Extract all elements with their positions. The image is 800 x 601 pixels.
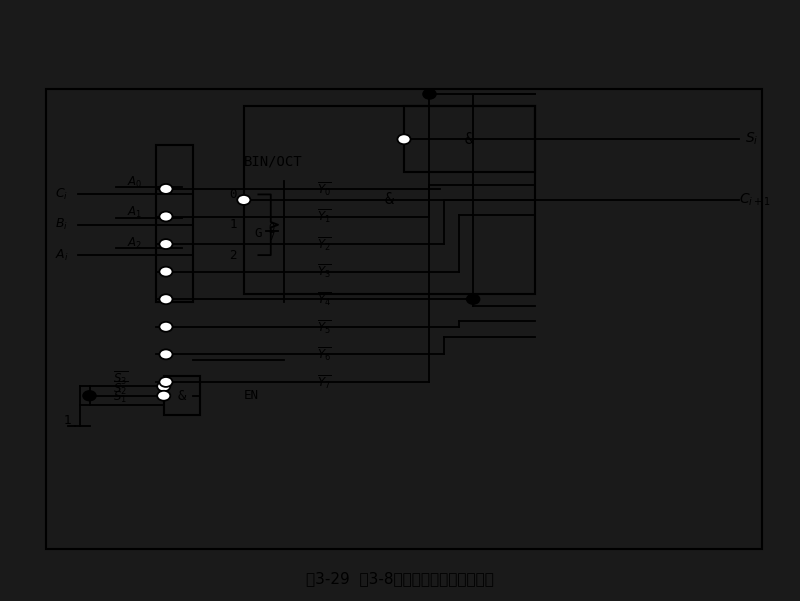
Text: BIN/OCT: BIN/OCT	[244, 154, 302, 168]
Text: $A_0$: $A_0$	[127, 175, 142, 190]
Text: $\overline{Y_5}$: $\overline{Y_5}$	[317, 318, 331, 335]
Text: $\overline{S_2}$: $\overline{S_2}$	[113, 379, 128, 397]
Text: G: G	[254, 227, 262, 240]
Circle shape	[398, 135, 410, 144]
Text: 图3-29  由3-8译码器构成的一位全加器: 图3-29 由3-8译码器构成的一位全加器	[306, 571, 494, 586]
Circle shape	[159, 184, 173, 194]
Circle shape	[159, 377, 173, 387]
Text: $\overline{Y_2}$: $\overline{Y_2}$	[317, 235, 331, 253]
Circle shape	[158, 382, 170, 391]
Circle shape	[83, 391, 96, 401]
Circle shape	[466, 294, 480, 304]
Text: $S_i$: $S_i$	[746, 131, 758, 147]
Text: 1: 1	[229, 218, 237, 231]
Circle shape	[159, 294, 173, 304]
Circle shape	[158, 391, 170, 401]
Text: $\overline{Y_4}$: $\overline{Y_4}$	[317, 290, 331, 308]
Circle shape	[159, 267, 173, 276]
Circle shape	[423, 89, 436, 99]
Text: EN: EN	[244, 389, 258, 402]
Text: $A_i$: $A_i$	[55, 248, 69, 263]
Text: 0: 0	[229, 188, 237, 201]
Text: 7: 7	[268, 233, 274, 242]
Circle shape	[159, 322, 173, 332]
Text: $\overline{Y_6}$: $\overline{Y_6}$	[317, 346, 331, 363]
Text: $C_{i+1}$: $C_{i+1}$	[739, 192, 770, 208]
Circle shape	[159, 212, 173, 221]
Text: $C_i$: $C_i$	[55, 187, 68, 202]
Text: $\overline{Y_3}$: $\overline{Y_3}$	[317, 263, 331, 281]
Text: $B_i$: $B_i$	[55, 217, 68, 233]
Circle shape	[159, 349, 173, 359]
Text: $\overline{Y_1}$: $\overline{Y_1}$	[317, 208, 331, 225]
Text: $\overline{S_3}$: $\overline{S_3}$	[113, 370, 128, 388]
Circle shape	[159, 239, 173, 249]
Text: 2: 2	[229, 249, 237, 261]
Text: $S_1$: $S_1$	[113, 390, 127, 405]
Text: $\overline{Y_7}$: $\overline{Y_7}$	[317, 373, 331, 391]
Text: &: &	[385, 192, 394, 207]
Text: &: &	[178, 389, 186, 403]
Text: $\overline{Y_0}$: $\overline{Y_0}$	[317, 180, 331, 198]
Text: 0: 0	[268, 222, 274, 233]
Text: &: &	[465, 132, 474, 147]
Text: $A_2$: $A_2$	[127, 236, 142, 251]
Text: 1: 1	[64, 414, 72, 427]
Text: $A_1$: $A_1$	[127, 205, 142, 220]
Circle shape	[238, 195, 250, 205]
